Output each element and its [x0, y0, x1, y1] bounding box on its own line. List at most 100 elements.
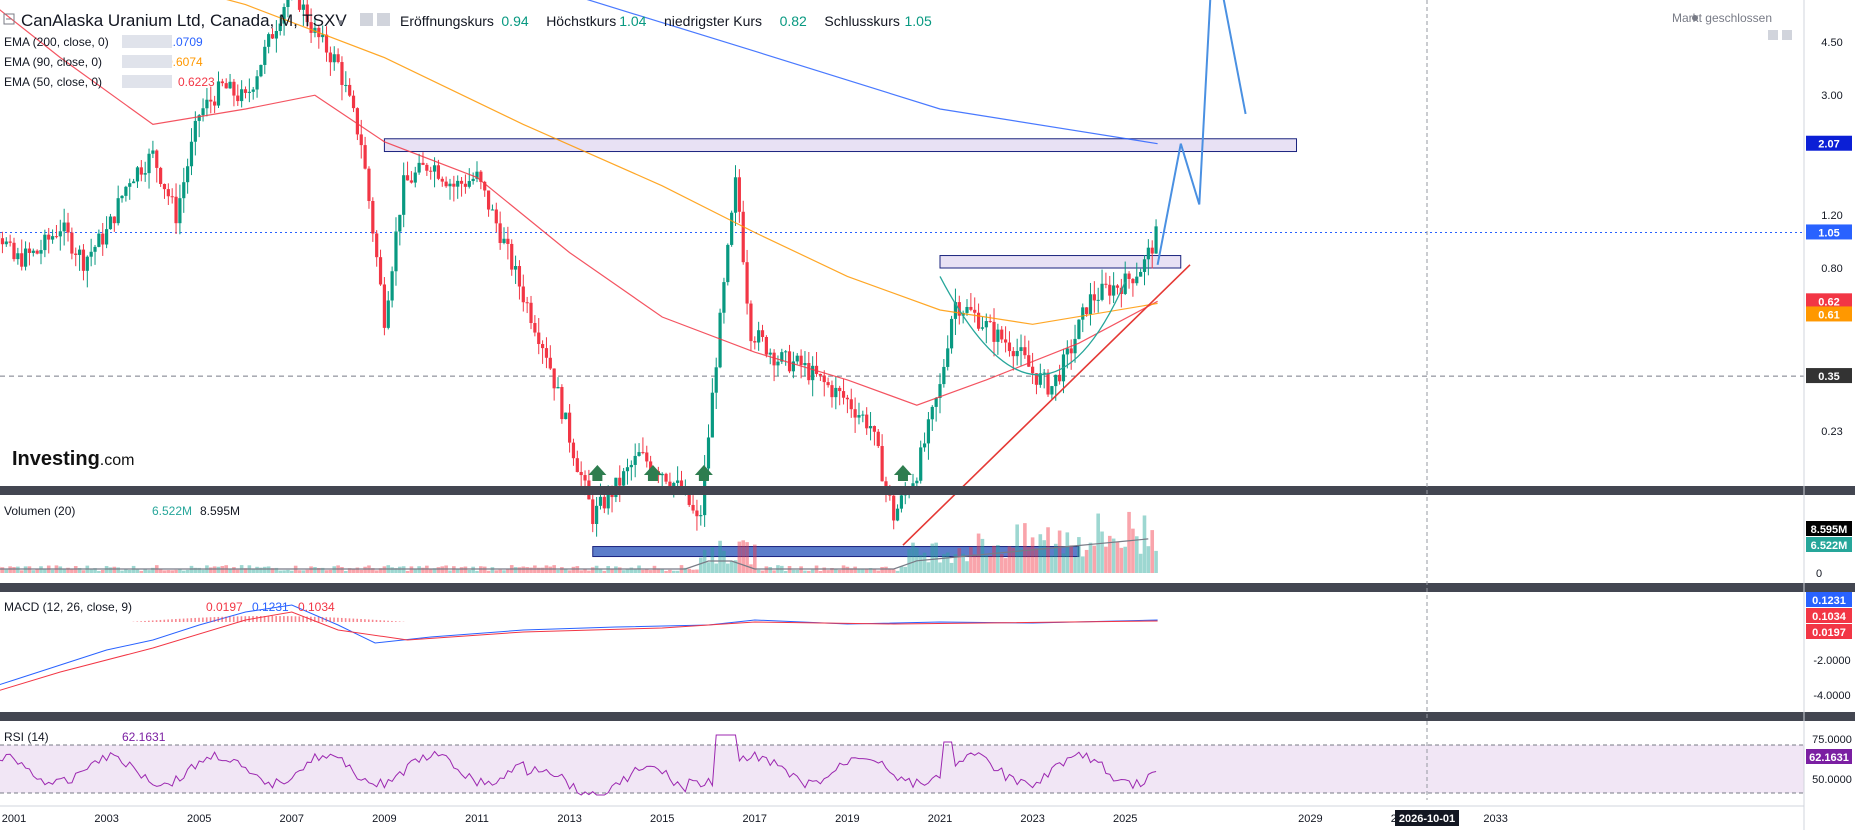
volume-bar	[305, 570, 309, 573]
candle-body	[225, 83, 228, 88]
candle-body	[487, 190, 490, 209]
candle-body	[43, 235, 46, 250]
macd-histogram-bar	[283, 616, 285, 622]
candle-body	[178, 198, 181, 223]
volume-bar	[1015, 524, 1019, 573]
volume-bar	[873, 569, 877, 573]
pane-separator[interactable]	[0, 486, 1855, 495]
volume-bar	[610, 569, 614, 573]
volume-bar	[1023, 523, 1027, 573]
macd-histogram-bar	[217, 617, 219, 622]
ema50-label: EMA (50, close, 0)	[4, 75, 102, 89]
macd-histogram-bar	[245, 616, 247, 622]
price-badge-label: 2.07	[1818, 139, 1839, 151]
candle-body	[506, 239, 509, 244]
scale-icon[interactable]	[1768, 30, 1778, 40]
volume-bar	[699, 558, 703, 573]
ohlc-value: 0.94	[501, 13, 528, 29]
settings-icon[interactable]	[1782, 30, 1792, 40]
candle-body	[1077, 320, 1080, 339]
volume-bar	[163, 570, 167, 573]
candle-body	[1012, 351, 1015, 356]
volume-bar	[919, 555, 923, 573]
volume-bar	[390, 567, 394, 573]
volume-bar	[1116, 542, 1120, 573]
volume-bar	[1042, 540, 1046, 573]
volume-bar	[522, 567, 526, 573]
volume-bar	[583, 569, 587, 573]
candle-body	[32, 251, 35, 253]
up-arrow-stem	[592, 475, 602, 481]
candle-body	[1081, 307, 1084, 319]
volume-bar	[1008, 546, 1012, 573]
candle-body	[491, 209, 494, 210]
macd-histogram-bar	[152, 620, 154, 622]
candle-body	[429, 171, 432, 172]
volume-bar	[124, 569, 128, 573]
volume-bar	[464, 567, 468, 573]
macd-histogram-bar	[233, 616, 235, 622]
candle-body	[421, 163, 424, 165]
macd-histogram-bar	[353, 619, 355, 622]
candle-body	[950, 319, 953, 348]
volume-bar	[834, 569, 838, 573]
volume-bar	[826, 570, 830, 573]
candle-body	[66, 223, 69, 233]
legend-controls-icon[interactable]	[122, 75, 172, 88]
volume-bar	[89, 570, 93, 573]
candle-body	[772, 353, 775, 366]
eye-icon[interactable]	[360, 13, 373, 26]
macd-histogram-bar	[364, 619, 366, 622]
candle-body	[985, 321, 988, 327]
macd-histogram-bar	[380, 620, 382, 622]
volume-bar	[460, 567, 464, 573]
volume-bar	[992, 546, 996, 573]
rsi-label: RSI (14)	[4, 730, 49, 744]
volume-bar	[101, 570, 105, 573]
candle-body	[1093, 294, 1096, 300]
candle-body	[394, 231, 397, 271]
investing-logo: Investing.com	[12, 448, 134, 470]
candle-body	[707, 437, 710, 468]
gear-icon[interactable]	[377, 13, 390, 26]
macd-histogram-bar	[190, 618, 192, 622]
volume-bar	[402, 566, 406, 573]
volume-bar	[572, 567, 576, 573]
candle-body	[232, 82, 235, 96]
candle-body	[865, 415, 868, 429]
macd-histogram-bar	[229, 617, 231, 622]
candle-body	[333, 54, 336, 62]
macd-tick-label: -2.0000	[1813, 655, 1850, 667]
volume-bar	[664, 571, 668, 573]
volume-bar	[329, 570, 333, 573]
legend-controls-icon[interactable]	[122, 55, 172, 68]
candle-body	[128, 183, 131, 187]
macd-histogram-bar	[318, 617, 320, 622]
volume-bar	[761, 571, 765, 573]
volume-bar	[969, 547, 973, 573]
volume-bar	[718, 541, 722, 573]
volume-bar	[82, 570, 86, 573]
candle-body	[977, 313, 980, 329]
volume-bar	[375, 570, 379, 573]
candle-body	[1043, 373, 1046, 374]
candle-body	[1066, 348, 1069, 354]
pane-separator[interactable]	[0, 583, 1855, 592]
volume-bar	[985, 555, 989, 573]
volume-bar	[560, 567, 564, 573]
volume-bar	[819, 571, 823, 573]
candle-body	[1089, 294, 1092, 314]
volume-bar	[603, 571, 607, 573]
rsi-value: 62.1631	[122, 730, 166, 744]
logo-text: Investing.com	[12, 448, 134, 470]
candle-body	[155, 150, 158, 167]
candle-body	[526, 302, 529, 303]
macd-histogram-bar	[167, 619, 169, 622]
legend-controls-icon[interactable]	[122, 35, 172, 48]
volume-bar	[267, 566, 271, 573]
chevron-down-icon[interactable]: ▾	[338, 17, 344, 29]
candle-body	[634, 456, 637, 465]
volume-bar	[383, 566, 387, 573]
pane-separator[interactable]	[0, 712, 1855, 721]
